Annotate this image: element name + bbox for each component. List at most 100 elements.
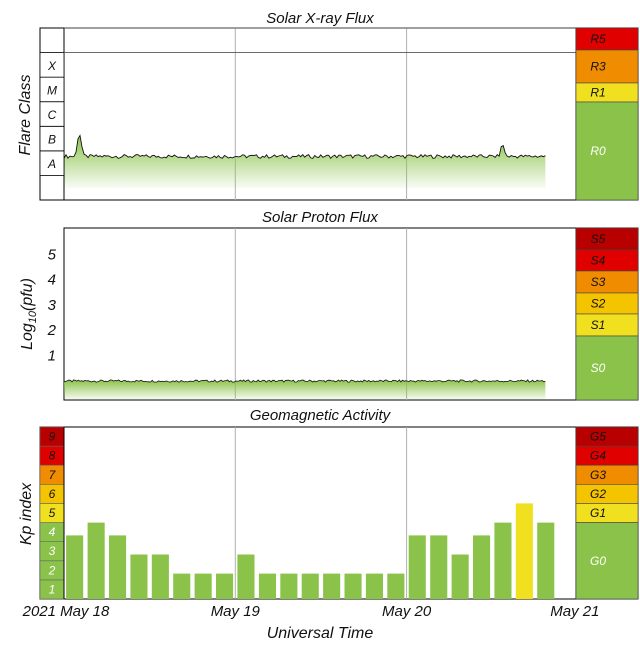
radio-scale-label: R3 (590, 60, 606, 74)
xray-flux-area (63, 134, 546, 189)
geomagnetic-storm-scale: G5 G4 G3 G2 G1 G0 (575, 426, 639, 600)
radio-blackout-scale: R5 R3 R1 R0 (575, 27, 639, 201)
kp-bar (323, 573, 341, 599)
kp-bar (194, 573, 212, 599)
x-tick-label: 2021 May 18 (22, 603, 110, 620)
storm-scale-label: G5 (590, 430, 606, 444)
class-label: A (47, 157, 56, 171)
kp-bar (66, 535, 84, 599)
xray-flux-fill (64, 135, 546, 189)
proton-ylabel-main: Log (19, 323, 36, 350)
proton-y-tick: 1 (48, 347, 56, 364)
radiation-scale-cell (575, 292, 639, 315)
kp-bar (173, 573, 191, 599)
xray-title: Solar X-ray Flux (266, 10, 374, 27)
kp-level-label: 8 (49, 449, 56, 463)
proton-ylabel-tail: (pfu) (19, 278, 36, 311)
kp-ylabel: Kp index (18, 482, 35, 545)
radiation-scale-cell (575, 227, 639, 251)
proton-flux-area (63, 379, 546, 400)
radiation-scale-label: S3 (591, 275, 606, 289)
radiation-scale-cell (575, 249, 639, 272)
radio-scale-cell (575, 27, 639, 51)
proton-y-tick: 5 (48, 246, 57, 263)
radiation-scale-cell (575, 313, 639, 337)
kp-level-label: 9 (49, 430, 56, 444)
solar-radiation-scale: S5 S4 S3 S2 S1 S0 (575, 227, 639, 401)
kp-level-label: 1 (49, 582, 56, 596)
kp-bar (408, 535, 426, 599)
kp-bar (430, 535, 448, 599)
class-box (39, 76, 65, 103)
storm-scale-label: G2 (590, 487, 606, 501)
proton-y-tick: 4 (48, 272, 56, 289)
radio-scale-label: R5 (590, 32, 606, 46)
kp-title: Geomagnetic Activity (250, 407, 392, 424)
class-box (39, 150, 65, 176)
kp-level-label: 6 (49, 487, 56, 501)
class-label: C (48, 108, 57, 122)
storm-scale-label: G1 (590, 506, 606, 520)
kp-level-label: 2 (48, 563, 56, 577)
kp-bar (451, 554, 469, 599)
class-label: M (47, 83, 57, 97)
proton-title: Solar Proton Flux (262, 209, 378, 226)
class-box (39, 52, 65, 78)
xray-flux-line (63, 134, 546, 160)
kp-bar (151, 554, 169, 599)
radiation-scale-label: S5 (591, 232, 606, 246)
x-tick-label: May 19 (211, 603, 261, 620)
proton-flux-line (63, 379, 546, 383)
radio-scale-cell (575, 49, 639, 84)
proton-y-tick: 2 (47, 322, 57, 339)
storm-scale-cell (575, 464, 639, 485)
proton-y-ticks: 1 2 3 4 5 (47, 246, 57, 364)
kp-bar (344, 573, 362, 599)
kp-bar (537, 522, 555, 599)
storm-scale-label: G0 (590, 554, 606, 568)
radiation-scale-label: S1 (591, 318, 606, 332)
kp-bar (109, 535, 127, 599)
kp-bar (280, 573, 298, 599)
radio-scale-label: R1 (590, 86, 605, 100)
radiation-scale-label: S4 (591, 254, 606, 268)
xray-ylabel: Flare Class (17, 75, 34, 156)
kp-bar (515, 503, 533, 599)
kp-level-label: 5 (49, 506, 56, 520)
kp-level-label: 7 (49, 468, 57, 482)
storm-scale-cell (575, 484, 639, 504)
class-label: B (48, 133, 56, 147)
x-axis-label: Universal Time (267, 625, 374, 642)
kp-gridlines (234, 427, 408, 599)
storm-scale-label: G4 (590, 449, 606, 463)
storm-scale-cell (575, 426, 639, 447)
x-tick-label: May 20 (382, 603, 432, 620)
radio-scale-cell (575, 82, 639, 103)
kp-level-column: 1 2 3 4 5 6 7 8 9 (39, 426, 65, 600)
radiation-scale-label: S0 (591, 361, 606, 375)
proton-ylabel: Log10(pfu) (19, 278, 39, 350)
kp-bar (301, 573, 319, 599)
kp-bar (365, 573, 383, 599)
radiation-scale-label: S2 (591, 297, 606, 311)
proton-plot-frame (63, 227, 639, 401)
class-label: X (47, 59, 57, 73)
proton-gridlines (234, 228, 408, 400)
kp-bar (494, 522, 512, 599)
kp-level-label: 4 (49, 525, 56, 539)
storm-scale-label: G3 (590, 468, 606, 482)
storm-scale-cell (575, 503, 639, 523)
kp-bar (87, 522, 105, 599)
kp-bar (387, 573, 405, 599)
proton-flux-fill (64, 379, 546, 400)
x-axis-ticks: 2021 May 18 May 19 May 20 May 21 (22, 603, 600, 620)
kp-level-label: 3 (49, 544, 56, 558)
proton-y-tick: 3 (48, 297, 57, 314)
radiation-scale-cell (575, 335, 639, 401)
proton-ylabel-sub: 10 (27, 310, 39, 323)
kp-bar (237, 554, 255, 599)
radio-scale-cell (575, 101, 639, 201)
x-tick-label: May 21 (550, 603, 599, 620)
